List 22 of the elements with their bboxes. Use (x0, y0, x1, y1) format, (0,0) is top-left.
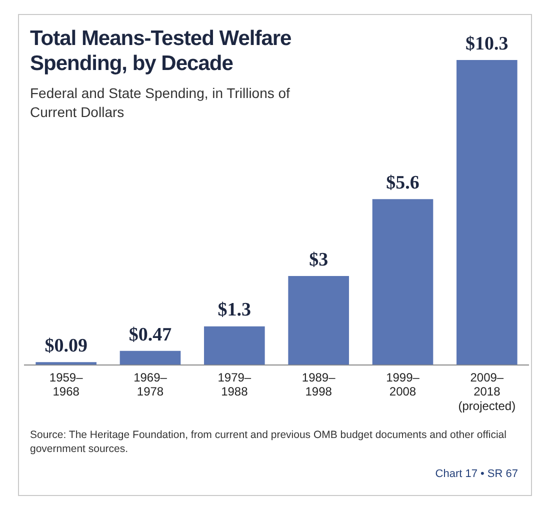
bar (288, 276, 349, 365)
data-label: $5.6 (386, 172, 420, 194)
x-tick-label: 1969–1978 (134, 370, 168, 399)
bar (120, 350, 181, 365)
bar (204, 326, 265, 365)
source-note: Source: The Heritage Foundation, from current and previous OMB budget documents and other official government sources. (30, 428, 508, 456)
chart-title: Total Means-Tested Welfare Spending, by Decade (30, 26, 292, 76)
data-label: $0.09 (44, 336, 88, 357)
x-tick-label: 1989–1998 (302, 370, 336, 399)
text: Federal and State Spending, in Trillions of Current Dollars (30, 84, 291, 122)
bar (36, 362, 96, 365)
data-label: $1.3 (218, 300, 252, 321)
bar (372, 199, 434, 365)
x-tick-label: 1959–1968 (49, 370, 84, 399)
x-tick-label: 1979–1988 (218, 370, 252, 399)
x-tick-label: 2009–2018 (projected) (458, 370, 516, 414)
x-tick-label: 1999–2008 (386, 370, 420, 399)
caption: Chart 17 • SR 67 (435, 468, 518, 480)
data-label: $10.3 (466, 33, 508, 54)
data-label: $3 (309, 249, 328, 270)
bar (456, 60, 518, 365)
data-label: $0.47 (128, 324, 172, 346)
